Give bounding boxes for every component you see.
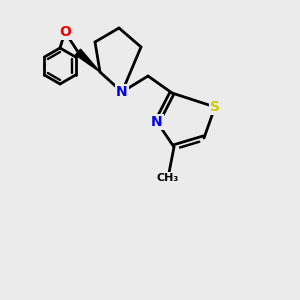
Polygon shape: [75, 49, 100, 72]
Text: N: N: [151, 115, 163, 129]
Text: CH₃: CH₃: [157, 173, 179, 183]
Text: N: N: [116, 85, 128, 99]
Text: S: S: [210, 100, 220, 114]
Text: O: O: [59, 25, 71, 39]
